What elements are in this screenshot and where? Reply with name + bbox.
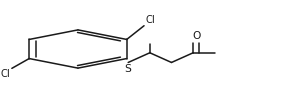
Text: Cl: Cl	[146, 15, 155, 25]
Text: Cl: Cl	[1, 69, 10, 79]
Text: O: O	[192, 31, 200, 41]
Text: S: S	[125, 64, 132, 74]
